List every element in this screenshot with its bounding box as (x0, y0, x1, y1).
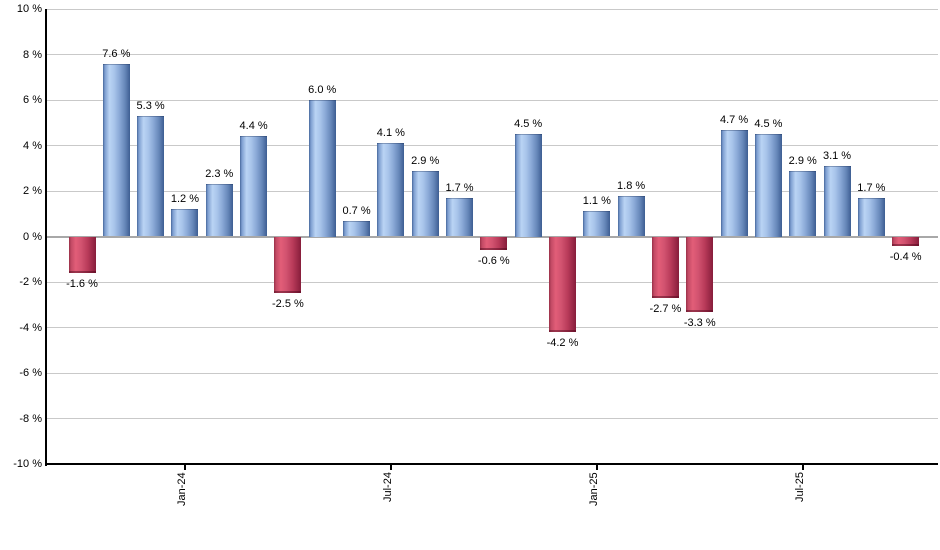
bar-value-label: 2.9 % (788, 154, 817, 167)
y-axis-tick-label: 0 % (23, 230, 42, 243)
bar-value-label: 4.5 % (514, 118, 543, 131)
gridline (47, 327, 938, 328)
y-axis-tick-label: 4 % (23, 139, 42, 152)
bar-value-label: -1.6 % (66, 277, 98, 290)
positive-return-bar (205, 184, 233, 237)
bar-value-label: 1.2 % (170, 193, 200, 206)
bar-value-label: 2.9 % (411, 154, 440, 167)
gridline (47, 54, 938, 55)
positive-return-bar (343, 220, 371, 237)
bar-value-label: 0.7 % (342, 204, 371, 217)
bar-value-label: 4.1 % (376, 127, 405, 140)
y-axis-tick-label: -4 % (19, 321, 42, 334)
gridline (47, 190, 938, 192)
gridline (47, 8, 938, 10)
positive-return-bar (240, 136, 268, 237)
positive-return-bar (446, 197, 474, 237)
gridline (47, 418, 938, 419)
y-axis-tick-label: 8 % (23, 48, 42, 61)
positive-return-bar (617, 195, 645, 237)
positive-return-bar (754, 134, 782, 237)
x-axis-tick-label: Jan-24 (175, 472, 188, 506)
positive-return-bar (308, 100, 336, 237)
positive-return-bar (823, 165, 851, 237)
bar-value-label: -3.3 % (683, 316, 716, 329)
y-axis-tick-label: 6 % (23, 94, 42, 106)
negative-return-bar (68, 236, 96, 273)
negative-return-bar (686, 236, 714, 312)
x-axis-tick-mark (801, 464, 804, 470)
gridline (47, 281, 938, 283)
x-axis-line (47, 463, 938, 465)
positive-return-bar (583, 211, 611, 237)
negative-return-bar (892, 236, 920, 246)
positive-return-bar (411, 170, 439, 237)
positive-return-bar (857, 197, 885, 237)
y-axis-tick-label: 10 % (16, 3, 42, 15)
bar-value-label: -2.5 % (272, 298, 304, 311)
x-axis-tick-label: Jul-25 (793, 472, 806, 502)
negative-return-bar (651, 236, 679, 298)
negative-return-bar (274, 236, 302, 294)
bar-value-label: 3.1 % (822, 149, 852, 162)
bar-value-label: 1.7 % (857, 181, 886, 194)
bar-value-label: -4.2 % (546, 337, 579, 350)
positive-return-bar (720, 129, 748, 237)
bar-value-label: -2.7 % (649, 302, 682, 315)
x-axis-tick-mark (389, 464, 392, 470)
bar-value-label: 1.7 % (445, 181, 474, 194)
bar-value-label: 5.3 % (136, 99, 165, 112)
bar-value-label: -0.6 % (477, 255, 510, 268)
positive-return-bar (377, 143, 405, 237)
x-axis-tick-label: Jul-24 (381, 472, 394, 502)
bar-value-label: -0.4 % (889, 250, 922, 263)
positive-return-bar (102, 63, 130, 237)
bar-value-label: 7.6 % (102, 47, 131, 60)
bar-value-label: 1.8 % (617, 179, 646, 192)
x-axis-tick-mark (183, 464, 186, 470)
y-axis-tick-label: -2 % (19, 276, 42, 288)
x-axis-tick-mark (595, 464, 598, 470)
positive-return-bar (171, 209, 199, 237)
positive-return-bar (514, 134, 542, 237)
gridline (47, 145, 938, 146)
gridline (47, 372, 938, 374)
y-axis-tick-label: -6 % (19, 367, 42, 379)
positive-return-bar (789, 170, 817, 237)
negative-return-bar (480, 236, 508, 251)
gridline (47, 99, 938, 101)
positive-return-bar (137, 115, 165, 237)
negative-return-bar (548, 236, 576, 333)
bar-value-label: 4.7 % (720, 113, 749, 126)
bar-value-label: 6.0 % (308, 84, 337, 96)
bar-value-label: 4.5 % (754, 118, 783, 131)
bar-value-label: 2.3 % (205, 168, 234, 181)
y-axis-tick-label: 2 % (23, 185, 42, 197)
y-axis-tick-label: -8 % (19, 412, 42, 425)
bar-value-label: 4.4 % (239, 120, 268, 133)
y-axis-line (45, 9, 47, 466)
bar-value-label: 1.1 % (582, 195, 611, 208)
y-axis-tick-label: -10 % (13, 458, 42, 470)
x-axis-tick-label: Jan-25 (587, 472, 600, 506)
